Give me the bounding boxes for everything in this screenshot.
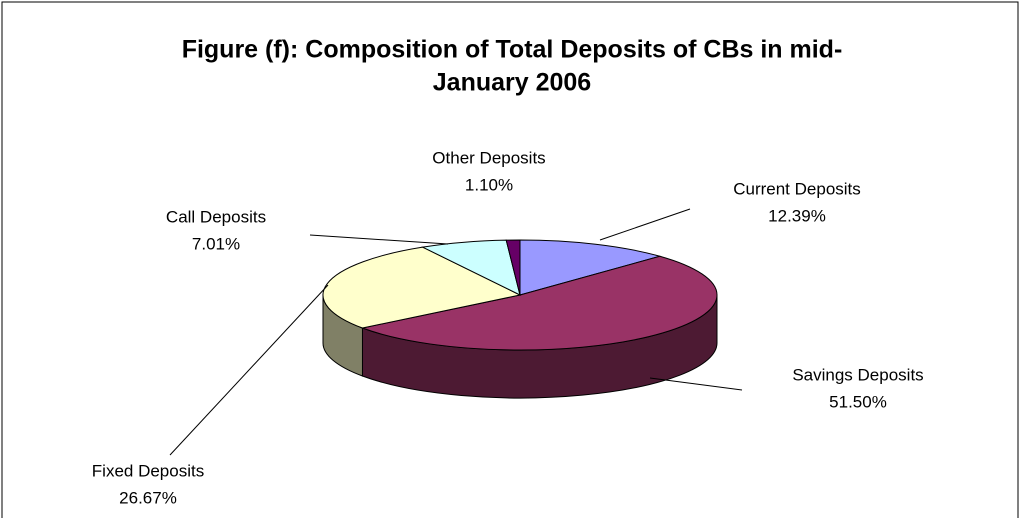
chart-title: Figure (f): Composition of Total Deposit… — [182, 36, 843, 64]
slice-label: Fixed Deposits — [92, 461, 204, 480]
leader-line — [649, 377, 743, 391]
slice-value-label: 7.01% — [192, 234, 240, 253]
slice-label: Current Deposits — [733, 179, 861, 198]
slice-value-label: 1.10% — [465, 175, 513, 194]
leader-line — [169, 284, 329, 456]
pie-slice — [519, 239, 662, 296]
slice-label: Savings Deposits — [792, 365, 923, 384]
leader-line — [309, 234, 449, 245]
leader-line — [599, 208, 691, 241]
chart-title: January 2006 — [433, 69, 591, 97]
slice-value-label: 12.39% — [768, 206, 826, 225]
pie-slice — [360, 255, 718, 351]
pie-slice — [505, 239, 521, 296]
slice-value-label: 26.67% — [119, 488, 177, 507]
pie-slice — [322, 246, 522, 329]
slice-value-label: 51.50% — [829, 392, 887, 411]
slice-label: Call Deposits — [166, 207, 266, 226]
slice-label: Other Deposits — [432, 148, 545, 167]
